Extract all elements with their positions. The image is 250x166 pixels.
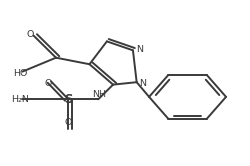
Text: O: O xyxy=(45,79,52,88)
Text: HO: HO xyxy=(13,69,27,78)
Text: O: O xyxy=(26,30,34,39)
Text: N: N xyxy=(135,45,142,54)
Text: S: S xyxy=(64,93,72,106)
Text: NH: NH xyxy=(92,90,106,99)
Text: N: N xyxy=(139,79,146,87)
Text: O: O xyxy=(64,118,72,127)
Text: H₂N: H₂N xyxy=(11,95,29,104)
